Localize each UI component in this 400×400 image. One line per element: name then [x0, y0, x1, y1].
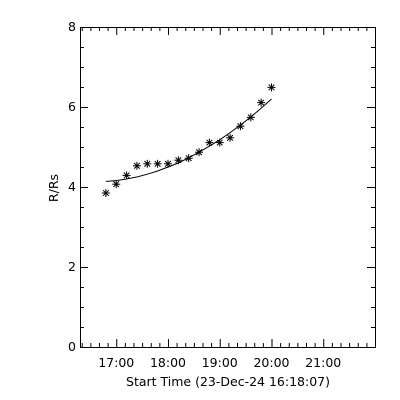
plot-frame [80, 27, 376, 348]
y-tick-label: 4 [68, 179, 76, 194]
data-point [112, 180, 121, 189]
fit-curve [105, 98, 272, 182]
data-point [205, 138, 214, 147]
y-tick-label: 8 [68, 19, 76, 34]
x-tick-label: 20:00 [253, 355, 289, 370]
data-point [101, 189, 110, 197]
data-point [215, 138, 224, 147]
data-point [257, 98, 266, 107]
data-point [143, 159, 152, 168]
x-tick-label: 21:00 [305, 355, 341, 370]
x-axis-label: Start Time (23-Dec-24 16:18:07) [126, 374, 330, 389]
data-point [226, 133, 235, 142]
x-tick-label: 19:00 [202, 355, 238, 370]
x-tick-label: 17:00 [98, 355, 134, 370]
data-point [184, 154, 193, 163]
data-point [174, 156, 183, 165]
data-point [122, 171, 131, 180]
axis-ticks [80, 27, 376, 348]
data-point [267, 83, 276, 92]
data-points [101, 83, 276, 197]
y-axis-label: R/Rs [46, 174, 61, 202]
data-point [163, 159, 172, 168]
data-point [246, 113, 255, 122]
data-point [153, 159, 162, 168]
y-tick-labels: 0 2 4 6 8 [68, 19, 76, 354]
y-tick-label: 2 [68, 259, 76, 274]
x-tick-label: 18:00 [150, 355, 186, 370]
data-point [236, 122, 245, 131]
data-point [195, 148, 204, 157]
data-point [132, 161, 141, 170]
y-tick-label: 6 [68, 99, 76, 114]
x-tick-labels: 17:00 18:00 19:00 20:00 21:00 [98, 355, 341, 370]
y-tick-label: 0 [68, 339, 76, 354]
